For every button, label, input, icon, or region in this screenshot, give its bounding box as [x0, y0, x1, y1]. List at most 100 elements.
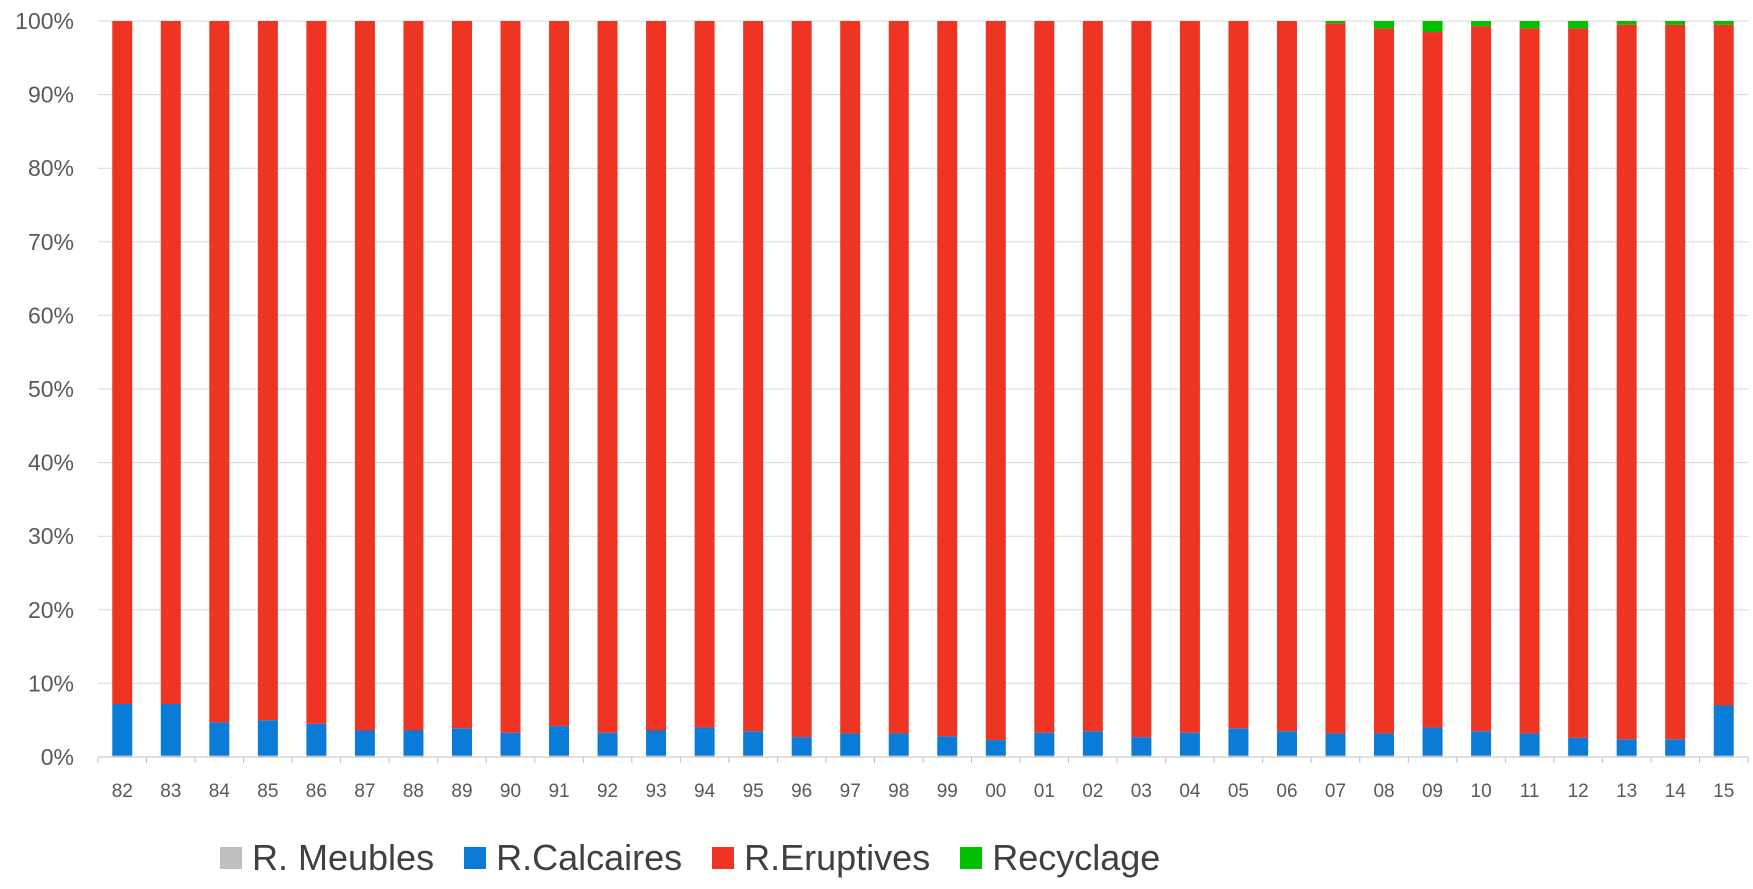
- bar-segment-r-eruptives-10: [1471, 26, 1492, 732]
- bar-segment-r-eruptives-83: [160, 21, 181, 705]
- x-tick-label: 13: [1616, 781, 1637, 800]
- x-tick-label: 08: [1373, 781, 1394, 800]
- bar-segment-r-eruptives-04: [1179, 21, 1200, 733]
- bar-segment-r-meubles-90: [500, 755, 521, 757]
- bar-segment-r-meubles-06: [1276, 755, 1297, 757]
- x-tick-label: 06: [1276, 781, 1297, 800]
- bar-segment-r-eruptives-14: [1665, 24, 1686, 740]
- bar-segment-r-eruptives-91: [549, 21, 570, 727]
- bar-segment-r-eruptives-98: [888, 21, 909, 734]
- bar-segment-r-meubles-08: [1374, 755, 1395, 757]
- legend-item: R.Eruptives: [712, 837, 930, 879]
- y-tick-label: 20%: [28, 597, 74, 623]
- legend-label: Recyclage: [992, 837, 1161, 878]
- stacked-bar-chart: 0% 10% 20% 30% 40% 50% 60% 70% 80% 90% 100% 82 83 84…: [15, 8, 1749, 802]
- bar-segment-r-meubles-14: [1665, 755, 1686, 757]
- x-tick-label: 89: [451, 781, 472, 800]
- bar-segment-r-calcaires-82: [112, 704, 133, 756]
- bar-segment-r-calcaires-08: [1374, 733, 1395, 756]
- bar-segment-r-calcaires-00: [985, 740, 1006, 756]
- x-tick-label: 94: [694, 781, 716, 800]
- bar-segment-r-calcaires-92: [597, 732, 618, 756]
- bar-segment-recyclage-09: [1422, 21, 1443, 33]
- bar-segment-recyclage-10: [1471, 21, 1492, 27]
- y-tick-label: 60%: [28, 302, 74, 328]
- bar-segment-r-eruptives-88: [403, 21, 424, 731]
- bar-segment-r-meubles-87: [354, 755, 375, 757]
- bar-segment-r-calcaires-93: [646, 730, 667, 756]
- legend-item: Recyclage: [960, 837, 1160, 879]
- bar-segment-r-calcaires-91: [549, 726, 570, 756]
- bar-segment-r-meubles-03: [1131, 755, 1152, 757]
- bar-segment-r-eruptives-06: [1276, 21, 1297, 732]
- x-tick-label: 10: [1471, 781, 1492, 800]
- x-tick-label: 93: [646, 781, 667, 800]
- bar-segment-r-meubles-83: [160, 755, 181, 757]
- bar-segment-r-meubles-93: [646, 755, 667, 757]
- bar-segment-r-eruptives-90: [500, 21, 521, 733]
- bar-segment-r-calcaires-02: [1082, 731, 1103, 756]
- bar-segment-r-meubles-11: [1519, 755, 1540, 757]
- bar-segment-r-calcaires-13: [1616, 739, 1637, 756]
- bar-segment-r-calcaires-96: [791, 737, 812, 756]
- x-tick-label: 95: [743, 781, 764, 800]
- y-tick-label: 90%: [28, 82, 74, 108]
- bar-segment-r-calcaires-06: [1276, 731, 1297, 756]
- x-tick-label: 86: [306, 781, 327, 800]
- x-tick-label: 82: [112, 781, 133, 800]
- bar-segment-r-eruptives-08: [1374, 28, 1395, 734]
- bar-segment-r-eruptives-13: [1616, 24, 1637, 740]
- x-axis: 82 83 84 85 86 87 88 89 90 91 92 93 94 95 96 97 98 99 00 01…: [97, 757, 1749, 802]
- x-tick-label: 03: [1131, 781, 1152, 800]
- bar-segment-r-eruptives-96: [791, 21, 812, 738]
- bar-segment-r-calcaires-83: [160, 704, 181, 756]
- bar-segment-r-calcaires-09: [1422, 727, 1443, 756]
- bar-segment-r-meubles-10: [1471, 755, 1492, 757]
- x-tick-label: 12: [1568, 781, 1589, 800]
- bar-segment-r-calcaires-01: [1034, 732, 1055, 756]
- x-tick-label: 09: [1422, 781, 1443, 800]
- legend-swatch: [712, 847, 735, 869]
- bar-segment-r-meubles-13: [1616, 755, 1637, 757]
- bar-segment-r-calcaires-05: [1228, 728, 1249, 756]
- bar-segment-r-calcaires-95: [743, 731, 764, 756]
- x-tick-label: 99: [937, 781, 958, 800]
- bar-segment-r-eruptives-92: [597, 21, 618, 733]
- bar-segment-r-eruptives-07: [1325, 23, 1346, 734]
- bar-segment-r-calcaires-98: [888, 733, 909, 756]
- y-tick-label: 70%: [28, 229, 74, 255]
- bar-segment-r-eruptives-15: [1713, 24, 1734, 706]
- bar-segment-r-calcaires-12: [1568, 737, 1589, 756]
- bar-segment-r-eruptives-00: [985, 21, 1006, 741]
- x-tick-label: 90: [500, 781, 521, 800]
- bar-segment-recyclage-15: [1713, 21, 1734, 25]
- x-tick-label: 87: [354, 781, 375, 800]
- bar-segment-r-calcaires-11: [1519, 733, 1540, 756]
- bar-segment-r-calcaires-94: [694, 727, 715, 756]
- bar-segment-r-calcaires-84: [209, 722, 230, 756]
- x-tick-label: 00: [985, 781, 1006, 800]
- bar-segment-r-calcaires-10: [1471, 731, 1492, 756]
- bar-segment-recyclage-08: [1374, 21, 1395, 29]
- legend-label: R. Meubles: [252, 837, 435, 878]
- bar-segment-r-eruptives-89: [451, 21, 472, 729]
- x-tick-label: 96: [791, 781, 812, 800]
- bar-segment-r-meubles-84: [209, 755, 230, 757]
- bar-segment-r-calcaires-86: [306, 723, 327, 756]
- x-tick-label: 85: [257, 781, 278, 800]
- bar-segment-r-meubles-12: [1568, 755, 1589, 757]
- bar-segment-r-eruptives-09: [1422, 32, 1443, 728]
- bar-segment-r-eruptives-11: [1519, 28, 1540, 734]
- bar-segment-r-meubles-86: [306, 755, 327, 757]
- bar-segment-recyclage-11: [1519, 21, 1540, 29]
- x-tick-label: 02: [1082, 781, 1103, 800]
- bar-segment-r-eruptives-94: [694, 21, 715, 728]
- legend-label: R.Calcaires: [496, 837, 683, 878]
- x-tick-label: 05: [1228, 781, 1249, 800]
- bar-segment-r-meubles-96: [791, 755, 812, 757]
- bar-segment-r-meubles-09: [1422, 755, 1443, 757]
- y-tick-label: 80%: [28, 155, 74, 181]
- y-tick-label: 100%: [15, 8, 74, 34]
- bar-segment-r-calcaires-15: [1713, 705, 1734, 756]
- bar-segment-r-meubles-89: [451, 755, 472, 757]
